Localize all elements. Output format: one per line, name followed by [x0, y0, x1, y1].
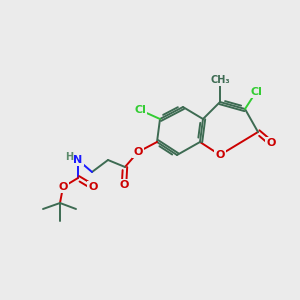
Text: H: H	[65, 152, 73, 162]
Text: O: O	[58, 182, 68, 192]
Text: O: O	[133, 147, 143, 157]
Text: O: O	[88, 182, 98, 192]
Text: Cl: Cl	[134, 105, 146, 115]
Text: N: N	[74, 155, 82, 165]
Text: CH₃: CH₃	[210, 75, 230, 85]
Text: O: O	[119, 180, 129, 190]
Text: O: O	[215, 150, 225, 160]
Text: Cl: Cl	[250, 87, 262, 97]
Text: O: O	[266, 138, 276, 148]
